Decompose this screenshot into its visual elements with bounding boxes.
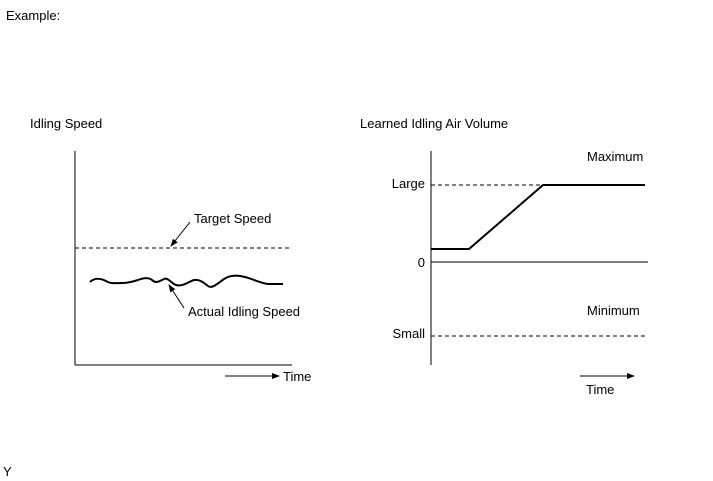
- learned-air-volume-title: Learned Idling Air Volume: [360, 116, 508, 131]
- idling-speed-title: Idling Speed: [30, 116, 102, 131]
- minimum-label: Minimum: [587, 303, 640, 318]
- right-time-label: Time: [586, 382, 614, 397]
- zero-label: 0: [418, 255, 425, 270]
- learned-air-volume-curve: [431, 184, 645, 250]
- target-speed-label: Target Speed: [194, 211, 271, 226]
- learned-air-volume-graph: Learned Idling Air Volume Large 0 Small …: [360, 116, 648, 397]
- actual-idling-speed-label: Actual Idling Speed: [188, 304, 300, 319]
- actual-speed-leader: [168, 284, 185, 309]
- small-label: Small: [392, 326, 425, 341]
- maximum-label: Maximum: [587, 149, 643, 164]
- example-label: Example:: [6, 8, 60, 23]
- figure-code: Y: [3, 464, 12, 479]
- actual-idling-speed-curve: [89, 274, 283, 288]
- idling-speed-graph: Idling Speed Target Speed Actual Idling …: [30, 116, 311, 384]
- large-label: Large: [392, 176, 425, 191]
- target-speed-leader: [170, 221, 191, 247]
- left-time-label: Time: [283, 369, 311, 384]
